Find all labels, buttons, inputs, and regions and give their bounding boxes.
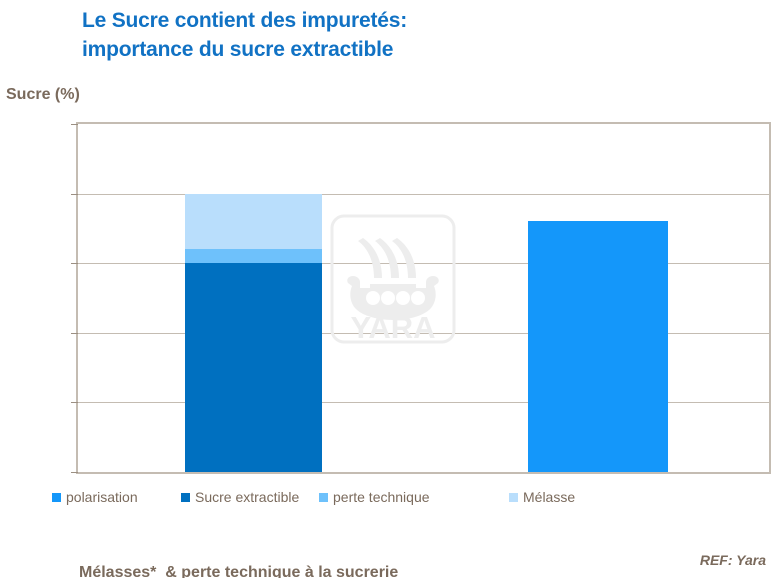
- legend-label: Sucre extractible: [195, 489, 300, 505]
- page-title: Le Sucre contient des impuretés: importa…: [82, 6, 722, 64]
- y-axis-caption: Sucre (%): [6, 86, 80, 103]
- legend-item[interactable]: perte technique: [319, 489, 430, 505]
- y-axis-tick: [71, 124, 78, 125]
- legend-item[interactable]: polarisation: [52, 489, 138, 505]
- bar-segment: [185, 193, 322, 250]
- legend-label: perte technique: [333, 489, 430, 505]
- gridline: [78, 402, 769, 404]
- legend-swatch-icon: [509, 492, 518, 502]
- chart-legend: polarisation Sucre extractible perte techn…: [52, 489, 752, 507]
- title-line-1: Le Sucre contient des impuretés:: [82, 9, 408, 32]
- yara-logo-watermark: YARA: [330, 214, 456, 345]
- plot-area: 2520151050YARA: [71, 122, 771, 474]
- legend-item[interactable]: Mélasse: [509, 489, 575, 505]
- svg-text:YARA: YARA: [351, 310, 436, 344]
- bar-segment: [528, 221, 668, 472]
- y-axis-tick: [71, 332, 78, 334]
- y-axis-tick: [71, 193, 78, 195]
- legend-swatch-icon: [319, 492, 328, 502]
- reference-note: REF: Yara: [699, 552, 766, 568]
- title-line-2: importance du sucre extractible: [82, 38, 394, 61]
- bar-segment: [185, 263, 322, 472]
- legend-item[interactable]: Sucre extractible: [181, 489, 299, 505]
- y-axis-tick: [71, 472, 78, 473]
- chart-caption: Mélasses* & perte technique à la sucreri…: [79, 515, 425, 578]
- legend-swatch-icon: [52, 492, 61, 502]
- legend-swatch-icon: [181, 492, 190, 502]
- y-axis-tick: [71, 263, 78, 265]
- plot-inner: 2520151050YARA: [71, 124, 769, 473]
- bar-segment: [185, 249, 322, 264]
- caption-line-1: Mélasses* & perte technique à la sucreri…: [79, 564, 399, 578]
- y-axis-tick: [71, 402, 78, 404]
- gridline: [78, 193, 769, 195]
- legend-label: Mélasse: [523, 489, 576, 505]
- legend-label: polarisation: [66, 489, 138, 505]
